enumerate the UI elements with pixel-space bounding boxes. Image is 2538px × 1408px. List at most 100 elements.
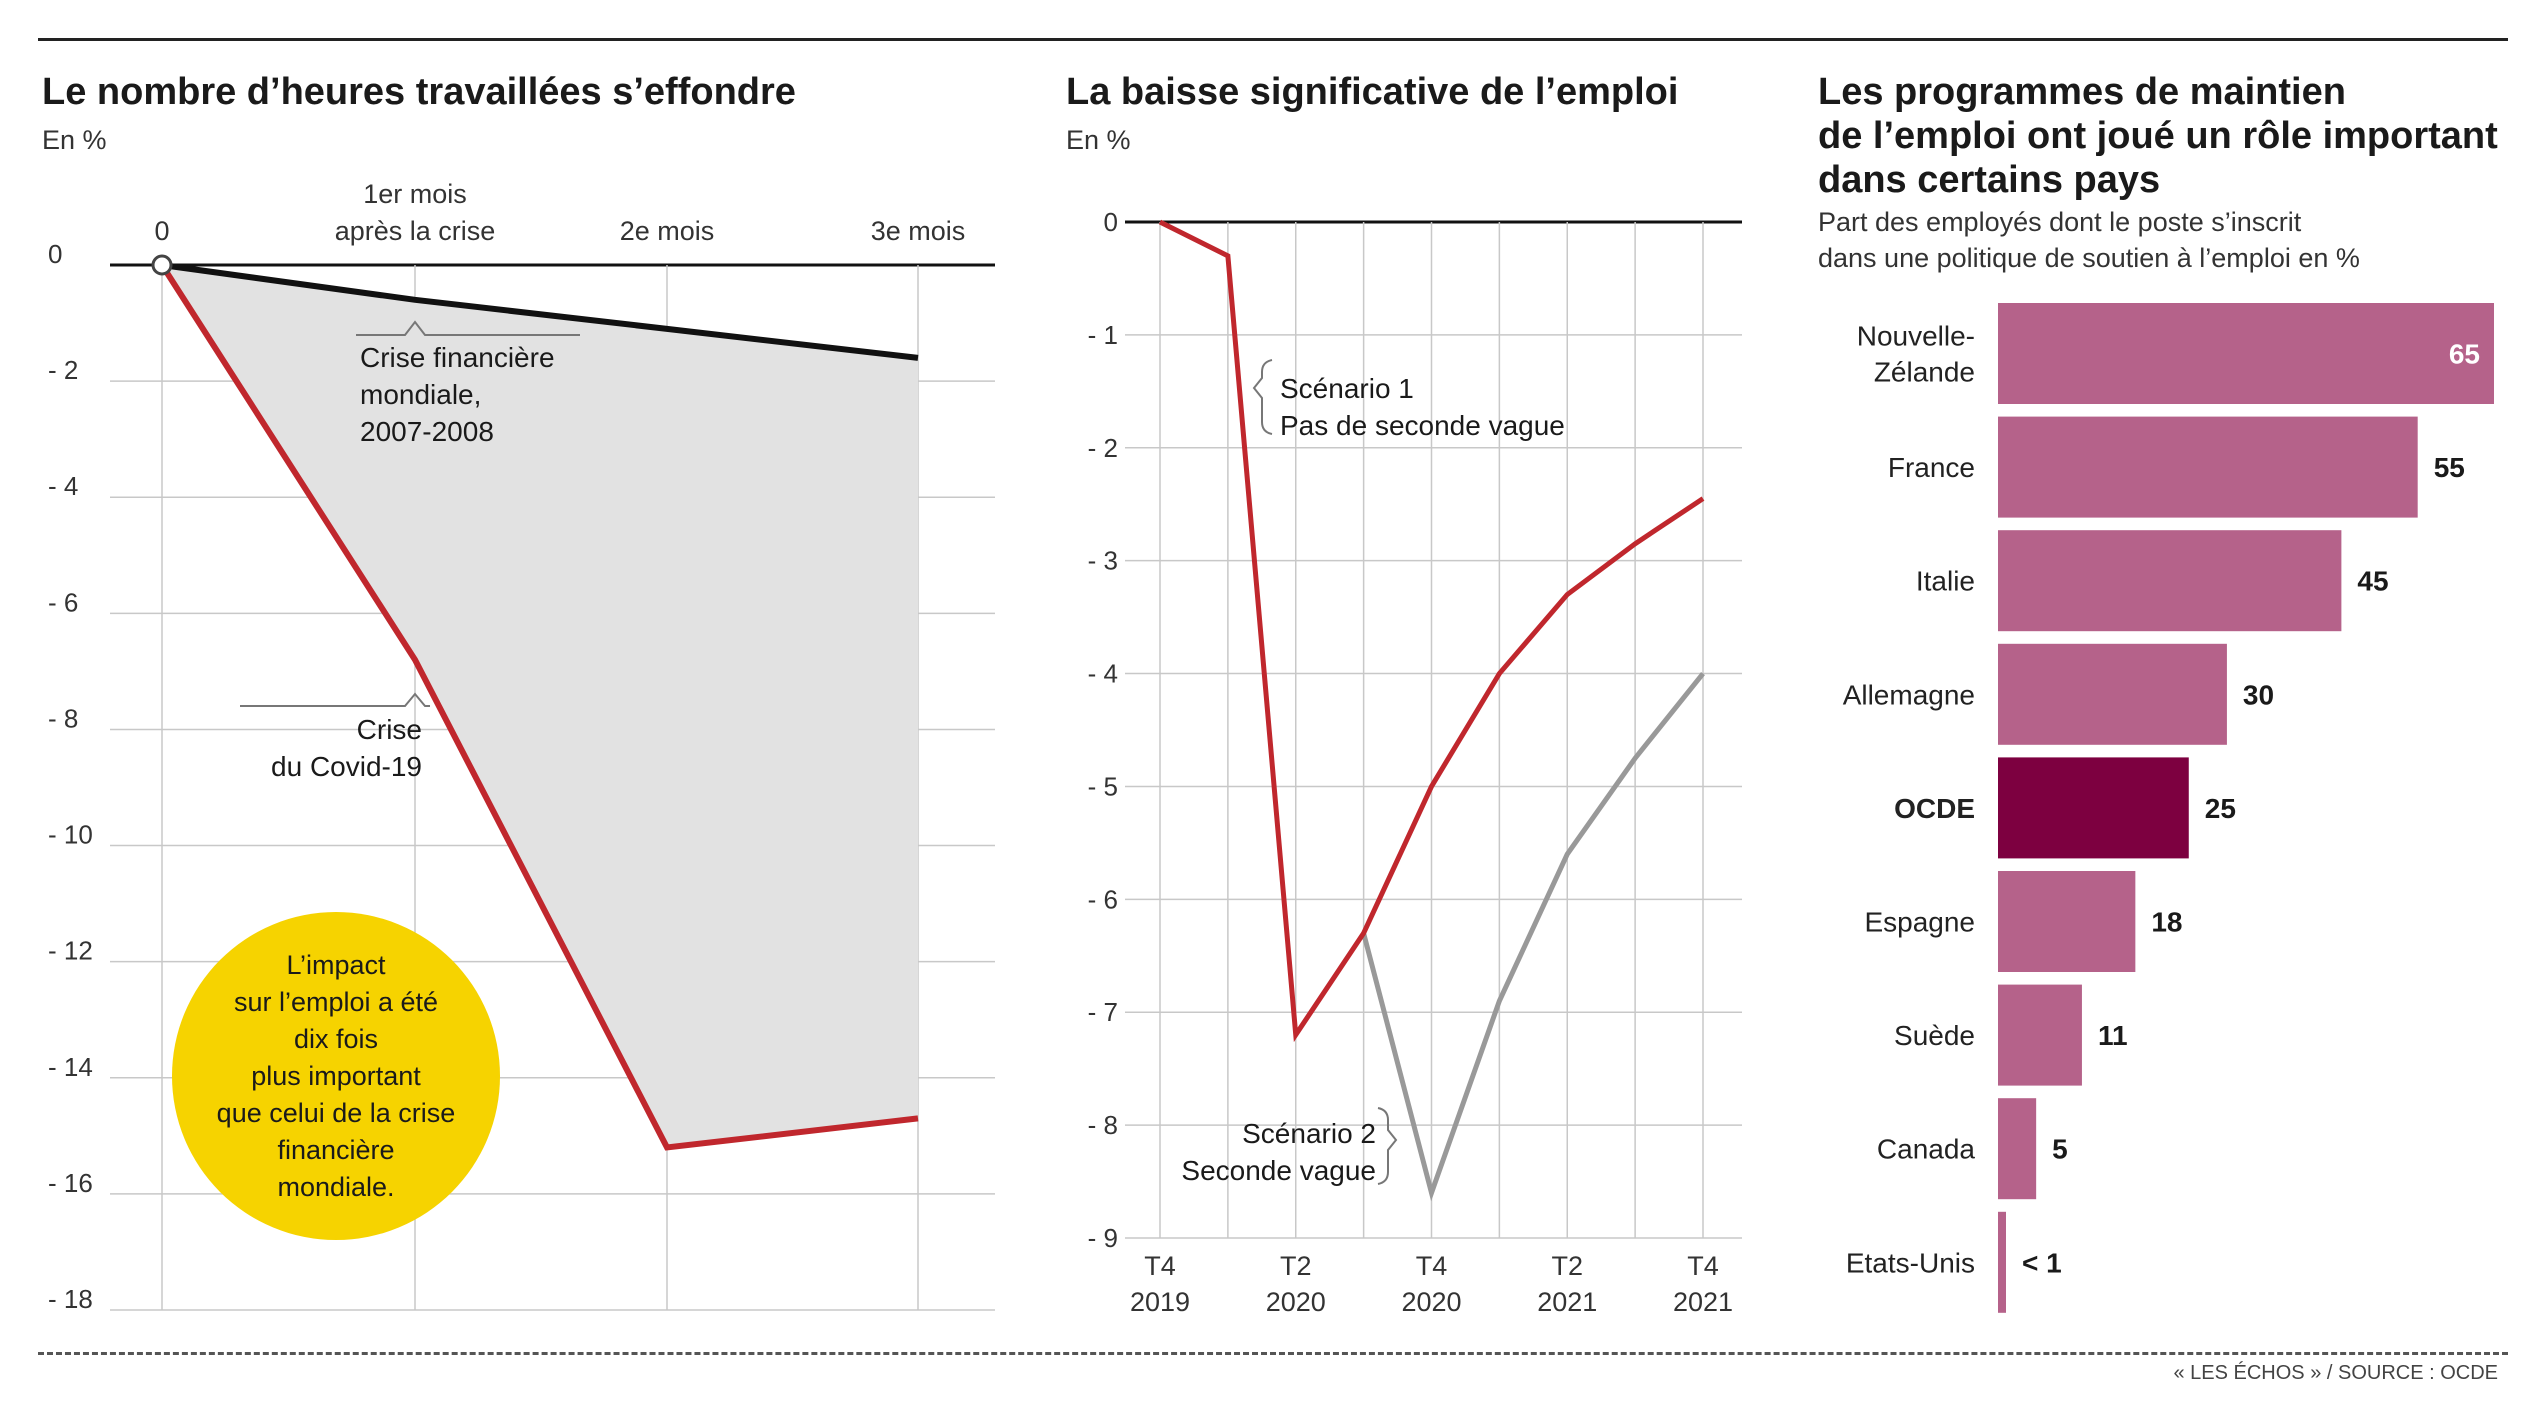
series-label-covid: du Covid-19 (271, 751, 422, 782)
bar (1998, 871, 2136, 972)
series-label-covid: Crise (357, 714, 422, 745)
y-tick-label: - 18 (48, 1284, 93, 1314)
y-tick-label: - 7 (1088, 997, 1118, 1027)
series-label-scenario-2: Seconde vague (1181, 1155, 1376, 1186)
value-label: 25 (2205, 793, 2236, 824)
bar (1998, 416, 2418, 518)
x-tick-label: 0 (154, 216, 169, 246)
y-tick-label: - 9 (1088, 1223, 1118, 1253)
category-label: Italie (1916, 566, 1975, 597)
bar (1998, 303, 2494, 404)
y-tick-label: - 4 (1088, 659, 1118, 689)
bar (1998, 984, 2082, 1086)
x-tick-label: T4 (1687, 1251, 1719, 1281)
value-label: 30 (2243, 679, 2274, 710)
callout-bracket (240, 692, 430, 707)
bar (1998, 1211, 2006, 1313)
source-credit: « LES ÉCHOS » / SOURCE : OCDE (2173, 1362, 2498, 1384)
series-label-scenario-2: Scénario 2 (1242, 1118, 1376, 1149)
value-label: 5 (2052, 1134, 2068, 1165)
series-line-scenario-1 (1158, 219, 1705, 1043)
bar (1998, 643, 2227, 745)
bar (1998, 530, 2342, 632)
value-label: 18 (2151, 907, 2182, 938)
category-label: Canada (1877, 1134, 1976, 1165)
y-tick-label: - 3 (1088, 546, 1118, 576)
category-label: Zélande (1874, 357, 1975, 388)
chart1-plot: 0 - 2 - 4 - 6 - 8 - 10 - 12 - 14 - 16 - 18 0 1er mo… (48, 179, 995, 1314)
y-tick-label: 0 (48, 239, 62, 269)
chart3-subtitle: Part des employés dont le poste s’inscri… (1818, 204, 2360, 276)
callout-bracket (1377, 1107, 1398, 1185)
category-label: France (1888, 452, 1975, 483)
annotation-line: que celui de la crise (216, 1097, 456, 1128)
y-tick-label: - 6 (1088, 884, 1118, 914)
x-tick-label: 2020 (1266, 1287, 1326, 1317)
y-tick-label: - 12 (48, 936, 93, 966)
y-tick-label: - 8 (48, 703, 78, 733)
chart3-title-line: dans certains pays (1818, 159, 2161, 201)
y-tick-label: - 5 (1088, 771, 1118, 801)
chart3-subtitle-line: Part des employés dont le poste s’inscri… (1818, 207, 2302, 237)
y-tick-label: - 2 (48, 355, 78, 385)
series-label-financial-crisis: Crise financière (360, 342, 555, 373)
x-tick-label: 2e mois (620, 216, 715, 246)
series-line-covid (159, 263, 919, 1151)
x-tick-label: 2021 (1537, 1287, 1597, 1317)
x-tick-label: 2020 (1401, 1287, 1461, 1317)
chart2-subtitle: En % (1066, 125, 1131, 155)
chart2-title: La baisse significative de l’emploi (1066, 71, 1679, 113)
x-tick-label: après la crise (335, 216, 496, 246)
bar (1998, 1098, 2037, 1200)
bar (1998, 757, 2189, 859)
x-tick-label: 2019 (1130, 1287, 1190, 1317)
annotation-text: L’impact sur l’emploi a été dix fois plus i… (201, 947, 471, 1206)
y-tick-label: - 16 (48, 1168, 93, 1198)
category-label: OCDE (1894, 793, 1975, 824)
gap-area (162, 265, 918, 1148)
category-label: Allemagne (1843, 679, 1975, 710)
chart1-subtitle: En % (42, 125, 107, 155)
x-tick-label: 3e mois (871, 216, 966, 246)
callout-bracket (356, 320, 580, 336)
annotation-line: L’impact (286, 949, 386, 980)
x-tick-label: T4 (1144, 1251, 1176, 1281)
category-label: Nouvelle- (1857, 321, 1975, 352)
annotation-line: financière (277, 1134, 395, 1165)
value-label: 55 (2434, 452, 2465, 483)
category-label: Espagne (1864, 907, 1975, 938)
y-tick-label: - 4 (48, 471, 78, 501)
annotation-line: plus important (251, 1060, 421, 1091)
annotation-bubble: L’impact sur l’emploi a été dix fois plus i… (172, 912, 500, 1240)
y-tick-label: - 14 (48, 1052, 93, 1082)
chart1-title: Le nombre d’heures travaillées s’effondr… (42, 71, 796, 113)
origin-point (151, 254, 173, 276)
series-label-financial-crisis: mondiale, (360, 379, 481, 410)
y-tick-label: - 2 (1088, 433, 1118, 463)
x-tick-label: T4 (1416, 1251, 1448, 1281)
x-tick-label: T2 (1280, 1251, 1312, 1281)
series-line-scenario-2 (1361, 671, 1705, 1202)
series-label-scenario-1: Scénario 1 (1280, 373, 1414, 404)
chart3-subtitle-line: dans une politique de soutien à l’emploi… (1818, 243, 2360, 273)
chart3-title-line: de l’emploi ont joué un rôle important (1818, 115, 2498, 157)
top-rule (38, 38, 2508, 41)
chart3-title: Les programmes de maintien de l’emploi on… (1818, 70, 2498, 202)
series-line-financial-crisis (161, 262, 919, 361)
series-label-financial-crisis: 2007-2008 (360, 416, 494, 447)
y-tick-label: - 10 (48, 820, 93, 850)
category-label: Suède (1894, 1020, 1975, 1051)
value-label: 11 (2098, 1020, 2128, 1051)
y-tick-label: - 6 (48, 587, 78, 617)
series-label-scenario-1: Pas de seconde vague (1280, 410, 1565, 441)
annotation-line: dix fois (293, 1023, 379, 1054)
annotation-line: mondiale. (277, 1171, 395, 1202)
value-label: 65 (2449, 339, 2480, 370)
callout-bracket (1252, 359, 1273, 435)
annotation-line: sur l’emploi a été (233, 986, 439, 1017)
y-tick-label: - 8 (1088, 1110, 1118, 1140)
chart2-plot: 0 - 1 - 2 - 3 - 4 - 5 - 6 - 7 - 8 - 9 T4 2019 T2 2020… (1088, 207, 1742, 1317)
y-tick-label: 0 (1104, 207, 1118, 237)
value-label: 45 (2357, 566, 2388, 597)
chart3-title-line: Les programmes de maintien (1818, 71, 2346, 113)
